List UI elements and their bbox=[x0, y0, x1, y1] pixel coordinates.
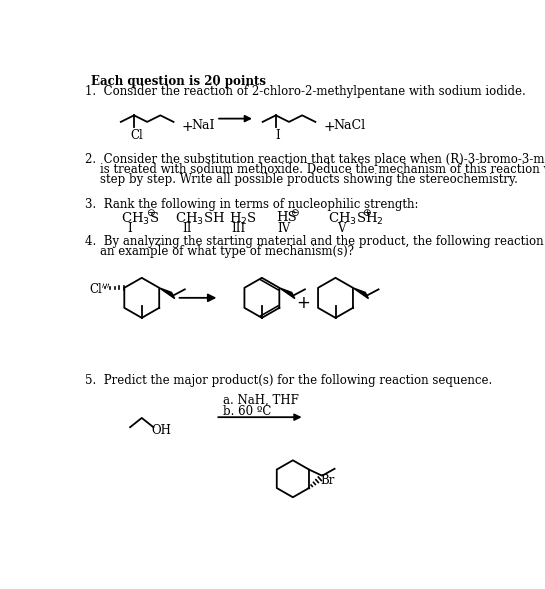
Text: +: + bbox=[181, 120, 193, 134]
Text: Br: Br bbox=[320, 474, 335, 487]
Text: Cl: Cl bbox=[130, 128, 143, 142]
Text: 5.  Predict the major product(s) for the following reaction sequence.: 5. Predict the major product(s) for the … bbox=[85, 374, 493, 387]
Text: Cl$'''$: Cl$'''$ bbox=[89, 283, 111, 297]
Text: NaI: NaI bbox=[191, 118, 215, 131]
Text: CH$_3$SH$_2$: CH$_3$SH$_2$ bbox=[328, 211, 384, 227]
Text: HS: HS bbox=[276, 211, 296, 224]
Text: Each question is 20 points: Each question is 20 points bbox=[92, 75, 267, 88]
Text: III: III bbox=[232, 221, 246, 234]
Text: ⊕: ⊕ bbox=[362, 208, 371, 218]
Text: ⊖: ⊖ bbox=[290, 208, 299, 218]
Text: an example of what type of mechanism(s)?: an example of what type of mechanism(s)? bbox=[85, 246, 354, 259]
Text: I: I bbox=[128, 221, 132, 234]
Text: I: I bbox=[275, 128, 280, 142]
Text: 2.  Consider the substitution reaction that takes place when (R)-3-bromo-3-methy: 2. Consider the substitution reaction th… bbox=[85, 153, 545, 166]
Text: V: V bbox=[337, 221, 346, 234]
Text: +: + bbox=[323, 120, 335, 134]
Polygon shape bbox=[280, 288, 295, 299]
Text: 4.  By analyzing the starting material and the product, the following reaction i: 4. By analyzing the starting material an… bbox=[85, 236, 545, 249]
Text: a. NaH, THF: a. NaH, THF bbox=[223, 394, 299, 407]
Polygon shape bbox=[159, 288, 175, 299]
Text: II: II bbox=[183, 221, 192, 234]
Text: 1.  Consider the reaction of 2-chloro-2-methylpentane with sodium iodide.: 1. Consider the reaction of 2-chloro-2-m… bbox=[85, 85, 526, 98]
Text: CH$_3$SH: CH$_3$SH bbox=[175, 211, 225, 227]
Text: is treated with sodium methoxide. Deduce the mechanism of this reaction working: is treated with sodium methoxide. Deduce… bbox=[85, 163, 545, 176]
Text: 3.  Rank the following in terms of nucleophilic strength:: 3. Rank the following in terms of nucleo… bbox=[85, 198, 419, 211]
Text: b. 60 ºC: b. 60 ºC bbox=[223, 405, 271, 418]
Text: H$_2$S: H$_2$S bbox=[228, 211, 257, 227]
Text: IV: IV bbox=[277, 221, 290, 234]
Text: ⊖: ⊖ bbox=[146, 208, 154, 218]
Text: NaCl: NaCl bbox=[333, 118, 365, 131]
Text: OH: OH bbox=[152, 424, 172, 437]
Text: +: + bbox=[296, 294, 311, 312]
Text: CH$_3$S: CH$_3$S bbox=[121, 211, 159, 227]
Text: step by step. Write all possible products showing the stereochemistry.: step by step. Write all possible product… bbox=[85, 173, 518, 186]
Polygon shape bbox=[353, 288, 368, 299]
